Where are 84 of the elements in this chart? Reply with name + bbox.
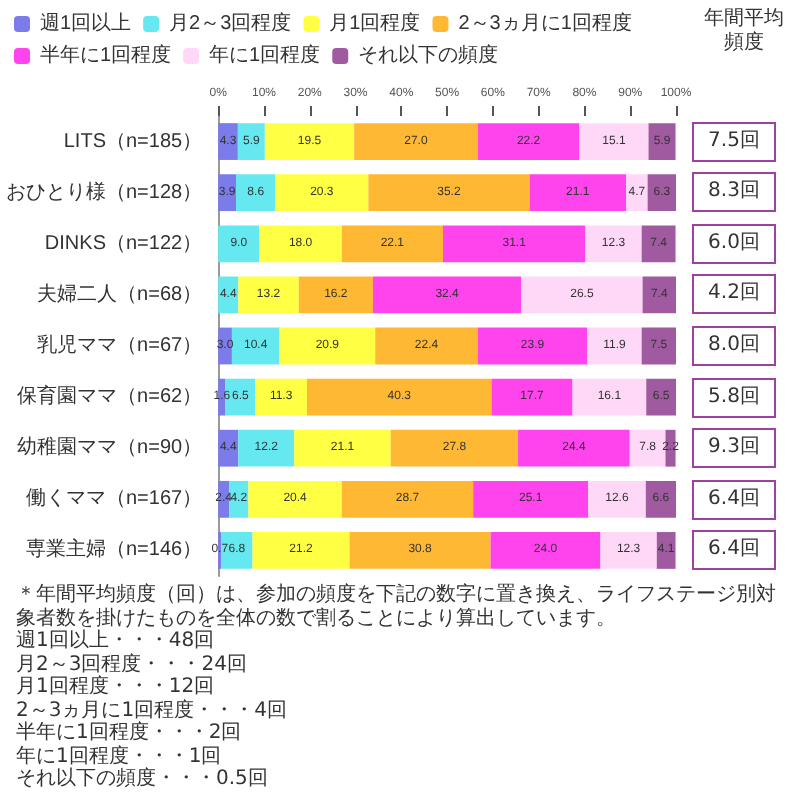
bar xyxy=(298,276,373,314)
y-tick-label: 乳児ママ（n=67） xyxy=(37,333,203,357)
value-box: 6.0回 xyxy=(692,223,776,264)
bar xyxy=(588,480,646,518)
y-tick-label: LITS（n=185） xyxy=(63,130,203,153)
value-box: 6.4回 xyxy=(692,479,776,520)
value-box: 8.0回 xyxy=(692,326,776,366)
bar xyxy=(518,429,630,467)
legend-label: 2～3ヵ月に1回程度 xyxy=(458,11,632,35)
bar xyxy=(372,276,522,314)
text: 年に1回程度・・・1回 xyxy=(16,745,224,767)
value-box: 5.8回 xyxy=(692,377,776,418)
text: ＊年間平均頻度（回）は、参加の頻度を下記の数字に置き換え、ライフステージ別対象者数を掛けたものを全体の数で割ることにより算出しています。 xyxy=(16,584,778,629)
y-tick-label: 保育園ママ（n=62） xyxy=(17,384,203,409)
bar xyxy=(279,327,376,365)
text: 2～3ヵ月に1回程度・・・4回 xyxy=(16,699,289,721)
bar xyxy=(442,225,586,263)
legend-label: 月1回程度 xyxy=(329,11,421,35)
bar xyxy=(238,429,295,467)
bar xyxy=(294,429,391,467)
text: 月1回程度・・・12回 xyxy=(16,676,217,699)
bar xyxy=(375,327,478,365)
bar xyxy=(354,123,478,160)
bar xyxy=(349,532,491,569)
bar xyxy=(641,225,676,263)
bar xyxy=(490,532,601,569)
bar xyxy=(477,123,580,160)
y-tick-label: 幼稚園ママ（n=90） xyxy=(17,435,203,460)
value-box: 7.5回 xyxy=(692,121,776,162)
bar xyxy=(473,480,589,518)
bar xyxy=(656,532,676,569)
bar xyxy=(237,123,265,160)
bar xyxy=(647,174,676,212)
bar xyxy=(252,532,350,569)
bar xyxy=(255,378,307,416)
bar xyxy=(629,429,666,467)
legend-label: 週1回以上 xyxy=(40,11,132,35)
bar xyxy=(572,378,647,416)
value-box: 6.4回 xyxy=(692,530,776,571)
bar xyxy=(218,225,260,263)
legend-label: それ以下の頻度 xyxy=(358,43,499,67)
bar xyxy=(238,276,299,314)
legend-label: 年に1回程度 xyxy=(209,43,321,67)
bar xyxy=(642,276,676,314)
text: 半年に1回程度・・・2回 xyxy=(16,722,244,745)
bar xyxy=(341,225,443,263)
bar xyxy=(587,327,642,365)
y-tick-label: 専業主婦（n=146） xyxy=(25,537,203,562)
bar xyxy=(521,276,643,314)
legend-label: 月2～3回程度 xyxy=(169,11,292,35)
bar xyxy=(341,480,474,518)
text: 年間平均頻度 xyxy=(702,8,786,56)
bar xyxy=(231,327,280,365)
y-tick-label: おひとり様（n=128） xyxy=(5,179,203,204)
bar xyxy=(645,480,676,518)
text: それ以下の頻度・・・0.5回 xyxy=(16,768,270,791)
bar xyxy=(641,327,676,365)
bar xyxy=(600,532,657,569)
text: 週1回以上・・・48回 xyxy=(16,630,215,653)
bar xyxy=(236,174,276,212)
y-tick-label: 夫婦二人（n=68） xyxy=(37,281,203,306)
bar xyxy=(579,123,649,160)
bar xyxy=(248,480,342,518)
value-box: 9.3回 xyxy=(692,428,776,469)
y-tick-label: 働くママ（n=167） xyxy=(25,486,203,511)
bar xyxy=(306,378,492,416)
bar xyxy=(646,378,676,416)
bar xyxy=(585,225,642,263)
y-tick-label: DINKS（n=122） xyxy=(44,232,203,255)
value-box: 4.2回 xyxy=(692,274,776,315)
bar xyxy=(368,174,530,212)
bar xyxy=(529,174,627,212)
legend-label: 半年に1回程度 xyxy=(40,43,172,67)
text: 月2～3回程度・・・24回 xyxy=(16,653,249,675)
bar xyxy=(218,123,238,160)
bar xyxy=(477,327,588,365)
bar xyxy=(259,225,342,263)
value-box: 8.3回 xyxy=(692,172,776,213)
bar xyxy=(491,378,573,416)
bar xyxy=(390,429,519,467)
bar xyxy=(275,174,369,212)
bar xyxy=(648,123,676,160)
bar xyxy=(626,174,648,212)
bar xyxy=(264,123,355,160)
